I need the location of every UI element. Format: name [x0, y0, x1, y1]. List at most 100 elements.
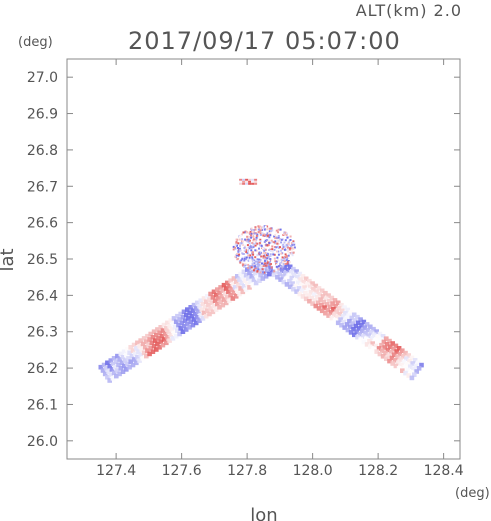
swath-cell: [210, 295, 216, 300]
swath-cell: [203, 299, 209, 305]
cluster-speck: [288, 248, 291, 251]
cluster-speck: [276, 242, 279, 245]
cluster-speck: [248, 239, 251, 242]
swath-cell: [187, 310, 192, 316]
swath-cell: [201, 296, 207, 301]
swath-cell: [419, 362, 424, 368]
cluster-speck: [254, 243, 257, 246]
cluster-speck: [288, 261, 291, 264]
cluster-speck: [261, 262, 263, 265]
cluster-speck: [274, 260, 277, 263]
swath-cell: [310, 281, 315, 286]
patch-cell: [245, 180, 249, 183]
swath-cell: [307, 278, 312, 284]
swath-cell: [209, 300, 214, 306]
cluster-speck: [269, 263, 272, 266]
cluster-speck: [238, 238, 241, 241]
swath-cell: [151, 343, 157, 349]
cluster-speck: [255, 234, 258, 237]
swath-cell: [120, 369, 126, 374]
cluster-speck: [266, 257, 269, 260]
swath-cell: [343, 310, 348, 316]
swath-cell: [403, 370, 408, 376]
swath-cell: [202, 305, 208, 310]
cluster-speck: [262, 233, 265, 236]
swath-cell: [200, 301, 206, 307]
swath-cell: [409, 355, 415, 361]
cluster-speck: [290, 245, 293, 248]
swath-cell: [213, 307, 219, 312]
swath-cell: [414, 369, 419, 374]
cluster-speck: [257, 225, 260, 228]
swath-cell: [117, 371, 122, 377]
swath-cell: [161, 322, 167, 328]
cluster-speck: [252, 269, 255, 272]
swath-cell: [176, 322, 181, 328]
swath-cell: [183, 312, 189, 318]
cluster-speck: [289, 235, 292, 238]
x-tick-label: 127.8: [227, 463, 267, 479]
cluster-speck: [263, 271, 266, 274]
swath-cell: [308, 290, 314, 295]
cluster-speck: [251, 242, 254, 244]
swath-cell: [205, 294, 210, 299]
swath-cell: [205, 308, 210, 313]
cluster-speck: [243, 265, 245, 268]
swath-cell: [368, 324, 373, 330]
swath-cell: [131, 357, 137, 362]
swath-cell: [397, 351, 403, 357]
swath-cell: [177, 317, 182, 322]
swath-cell: [147, 351, 152, 357]
swath-cell: [127, 350, 132, 356]
swath-cell: [334, 309, 339, 314]
swath-cell: [266, 262, 271, 268]
cluster-speck: [283, 261, 286, 264]
swath-cell: [291, 286, 296, 292]
swath-cell: [409, 375, 415, 381]
cluster-speck: [277, 242, 280, 245]
swath-cell: [316, 306, 322, 311]
y-tick-label: 26.0: [27, 434, 58, 450]
swath-cell: [360, 334, 366, 339]
swath-cell: [115, 353, 120, 359]
swath-cell: [294, 269, 299, 274]
cluster-speck: [270, 230, 273, 233]
cluster-speck: [250, 260, 253, 263]
swath-cell: [395, 354, 400, 360]
swath-cell: [330, 301, 335, 306]
swath-cell: [311, 286, 316, 292]
cluster-speck: [289, 247, 291, 250]
swath-cell: [303, 296, 309, 302]
swath-cell: [393, 363, 399, 369]
swath-cell: [312, 298, 318, 303]
x-tick-label: 128.2: [358, 463, 398, 479]
cluster-speck: [241, 257, 244, 260]
y-axis: 26.0 26.1 26.2 26.3 26.4 26.5 26.6 26.7 26.8 26.9…: [27, 70, 460, 450]
cluster-speck: [260, 228, 263, 231]
cluster-speck: [246, 252, 249, 255]
swath-cell: [104, 366, 109, 371]
cluster-speck: [269, 269, 271, 272]
cluster-speck: [248, 256, 251, 259]
swath-cell: [375, 334, 380, 340]
swath-cell: [175, 313, 180, 319]
swath-cell: [303, 290, 308, 296]
swath-cell: [160, 328, 166, 333]
cluster-speck: [292, 247, 295, 250]
swath-cell: [218, 285, 223, 290]
cluster-speck: [282, 245, 285, 248]
cluster-speck: [263, 263, 266, 266]
cluster-speck: [287, 254, 290, 257]
swath-cell: [178, 311, 183, 317]
cluster-speck: [267, 244, 270, 247]
cluster-speck: [266, 234, 269, 237]
cluster-speck: [271, 229, 274, 232]
cluster-speck: [273, 235, 276, 238]
cluster-speck: [262, 234, 265, 237]
cluster-speck: [283, 248, 286, 251]
cluster-speck: [258, 242, 261, 244]
swath-cell: [351, 312, 357, 318]
cluster-speck: [273, 241, 276, 244]
data-layer: [98, 178, 424, 383]
cluster-speck: [277, 236, 280, 239]
